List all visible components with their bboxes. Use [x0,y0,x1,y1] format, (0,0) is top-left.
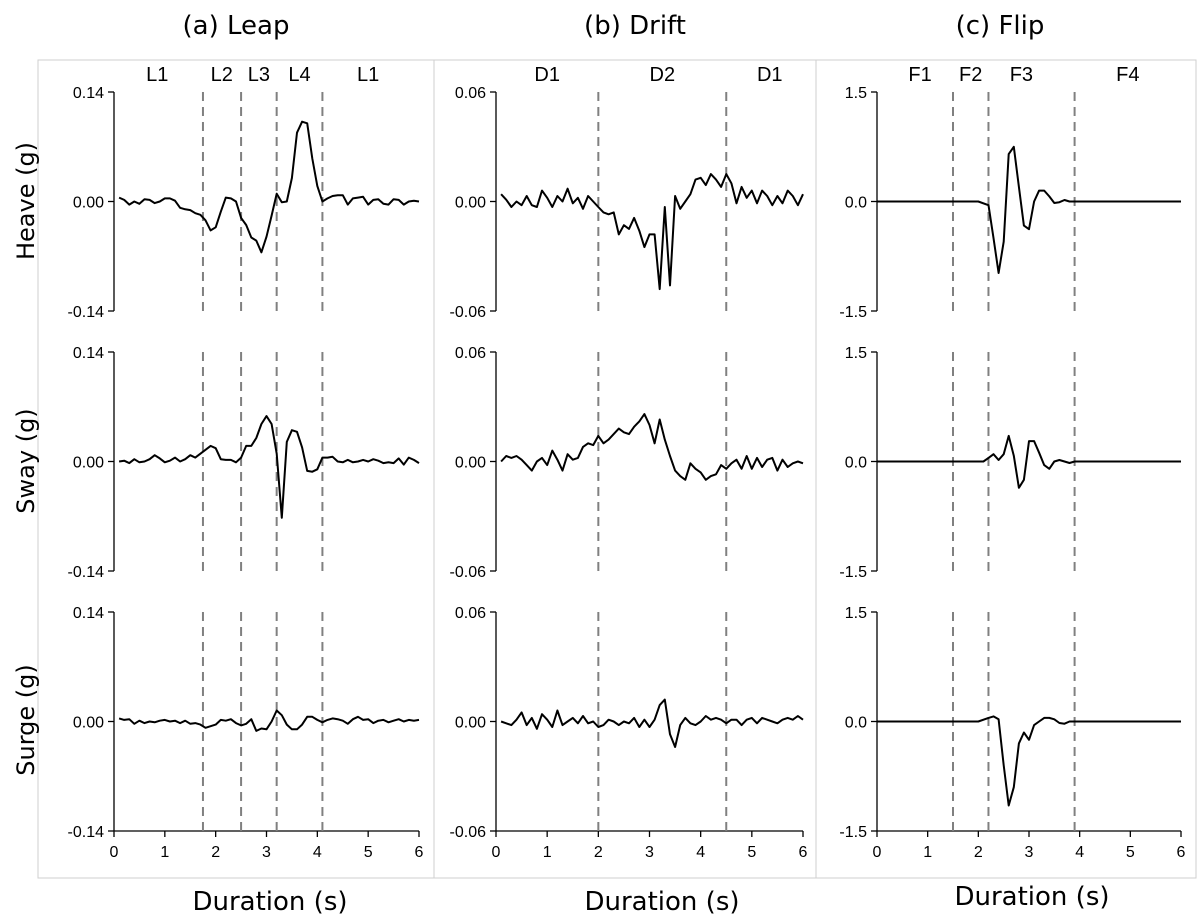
y-tick-label: 0.0 [845,455,867,472]
subplot-leap-surge: 0.14 0.00 -0.14 0 1 2 3 4 5 6 [68,605,424,861]
subplot-leap-sway: 0.14 0.00 -0.14 [68,345,420,581]
x-tick-label: 2 [211,844,220,861]
phase-label: D1 [757,64,783,86]
y-tick-label: -0.06 [450,304,487,321]
y-tick-label: -0.06 [450,824,487,841]
x-tick-label: 5 [364,844,373,861]
y-tick-label: 0.00 [455,715,486,732]
subplot-drift-sway: 0.06 0.00 -0.06 [450,345,804,581]
x-tick-label: 1 [923,844,932,861]
y-tick-label: -0.14 [68,824,105,841]
y-tick-label: 0.00 [73,195,104,212]
row-label-heave: Heave (g) [12,142,40,260]
subplot-leap-heave: 0.14 0.00 -0.14 L1 L2 L3 L4 L1 [68,64,420,321]
x-tick-label: 6 [415,844,424,861]
subplot-drift-surge: 0.06 0.00 -0.06 0 1 2 3 4 5 6 [450,605,808,861]
subplot-flip-sway: 1.5 0.0 -1.5 [839,345,1181,581]
x-tick-label: 5 [1126,844,1135,861]
x-tick-label: 2 [594,844,603,861]
x-tick-label: 4 [696,844,705,861]
y-tick-label: 0.00 [455,455,486,472]
x-axis-label-flip: Duration (s) [954,882,1109,912]
x-axis-label-drift: Duration (s) [584,887,739,917]
x-tick-label: 4 [1075,844,1084,861]
y-tick-label: -0.06 [450,564,487,581]
y-tick-label: 0.00 [73,455,104,472]
phase-label: L4 [288,64,310,86]
x-tick-label: 4 [313,844,322,861]
y-tick-label: -1.5 [839,824,867,841]
y-tick-label: 1.5 [845,345,867,362]
subplot-flip-surge: 1.5 0.0 -1.5 0 1 2 3 4 5 6 [839,605,1185,861]
series-line-leap-heave [118,120,420,254]
y-tick-label: 0.06 [455,345,486,362]
phase-label: D2 [650,64,676,86]
frame-drift [433,59,817,879]
y-tick-label: -1.5 [839,304,867,321]
x-tick-label: 0 [873,844,882,861]
x-tick-label: 1 [543,844,552,861]
phase-label: F3 [1010,64,1033,86]
y-tick-label: 1.5 [845,605,867,622]
series-line-flip-heave [877,145,1181,274]
phase-label: L2 [211,64,233,86]
y-tick-label: -0.14 [68,304,105,321]
x-tick-label: 6 [1177,844,1186,861]
x-tick-label: 0 [492,844,501,861]
series-line-drift-sway [500,413,804,481]
y-tick-label: 0.0 [845,715,867,732]
series-line-leap-sway [118,415,420,519]
phase-label: L1 [357,64,379,86]
x-axis-label-leap: Duration (s) [192,887,347,917]
series-line-leap-surge [118,709,420,732]
phase-label: D1 [534,64,560,86]
x-tick-label: 6 [799,844,808,861]
x-tick-label: 3 [645,844,654,861]
y-tick-label: 0.0 [845,195,867,212]
row-label-sway: Sway (g) [12,408,40,513]
y-tick-label: 0.14 [73,605,104,622]
frame-flip [815,59,1197,879]
x-tick-label: 5 [747,844,756,861]
x-tick-label: 2 [974,844,983,861]
phase-label: F4 [1116,64,1139,86]
x-tick-label: 0 [110,844,119,861]
x-tick-label: 3 [1025,844,1034,861]
subplot-drift-heave: 0.06 0.00 -0.06 D1 D2 D1 [450,64,804,321]
y-tick-label: 0.14 [73,85,104,102]
panel-title-drift: (b) Drift [584,11,686,41]
panel-title-flip: (c) Flip [956,11,1045,41]
y-tick-label: 0.00 [455,195,486,212]
x-tick-label: 1 [160,844,169,861]
phase-label: F2 [959,64,982,86]
y-tick-label: -0.14 [68,564,105,581]
series-line-drift-heave [500,173,804,291]
y-tick-label: -1.5 [839,564,867,581]
series-line-flip-surge [877,715,1181,807]
panel-title-leap: (a) Leap [183,11,290,41]
row-label-surge: Surge (g) [12,664,40,775]
panel-frames [37,59,1197,879]
series-line-drift-surge [500,698,804,748]
y-tick-label: 0.06 [455,605,486,622]
subplot-flip-heave: 1.5 0.0 -1.5 F1 F2 F3 F4 [839,64,1181,321]
y-tick-label: 1.5 [845,85,867,102]
phase-label: L1 [146,64,168,86]
y-tick-label: 0.06 [455,85,486,102]
x-tick-label: 3 [262,844,271,861]
phase-label: F1 [908,64,931,86]
y-tick-label: 0.00 [73,715,104,732]
series-line-flip-sway [877,434,1181,489]
y-tick-label: 0.14 [73,345,104,362]
phase-label: L3 [248,64,270,86]
